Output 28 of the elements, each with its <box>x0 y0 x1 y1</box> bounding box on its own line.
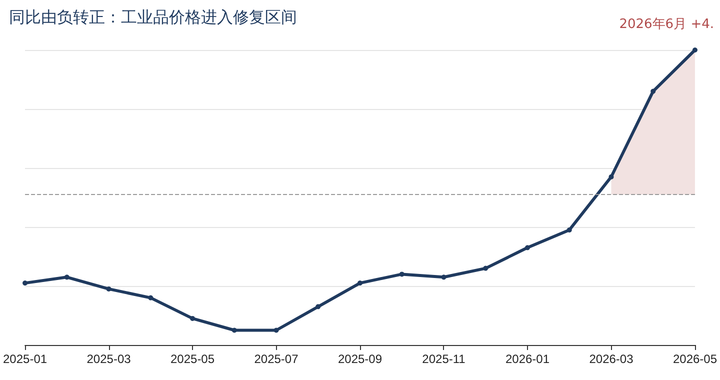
point <box>483 266 488 271</box>
text: 2026年6月 +4. <box>619 17 714 32</box>
x-tick-label: 2025-05 <box>170 352 215 366</box>
point <box>316 304 321 310</box>
point <box>232 328 237 333</box>
point <box>608 174 614 180</box>
x-tick-label: 2025-09 <box>338 352 382 366</box>
x-tick-label: 2025-03 <box>86 352 132 366</box>
point <box>106 286 112 292</box>
point <box>148 295 154 300</box>
point <box>524 245 530 250</box>
point <box>566 227 572 232</box>
chart-title: 同比由负转正：工业品价格进入修复区间 <box>9 8 297 26</box>
x-tick-label: 2026-03 <box>589 352 634 366</box>
point <box>650 88 656 94</box>
x-tick-label: 2025-07 <box>254 352 299 366</box>
point <box>190 316 196 321</box>
x-tick-label: 2025-11 <box>422 352 466 366</box>
point <box>441 274 446 280</box>
x-tick-label: 2025-01 <box>2 352 48 366</box>
point <box>399 272 404 277</box>
point <box>692 48 698 52</box>
point <box>274 328 279 333</box>
point <box>358 280 362 286</box>
x-tick-label: 2026-05 <box>672 352 718 366</box>
x-tick-label: 2026-01 <box>505 352 550 366</box>
point <box>64 274 70 280</box>
point <box>22 280 28 286</box>
